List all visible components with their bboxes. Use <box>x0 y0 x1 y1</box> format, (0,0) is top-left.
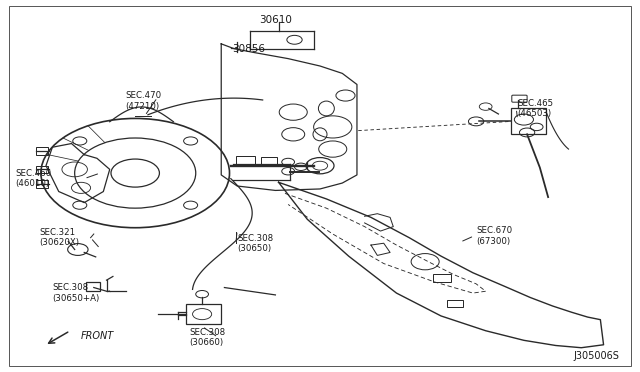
Bar <box>447 300 463 307</box>
Text: SEC.308
(30660): SEC.308 (30660) <box>189 328 225 347</box>
Text: SEC.670
(67300): SEC.670 (67300) <box>476 226 512 246</box>
Bar <box>36 180 48 188</box>
Bar <box>86 282 100 291</box>
Text: 30610: 30610 <box>259 15 292 25</box>
Text: J305006S: J305006S <box>573 351 620 361</box>
Text: SEC.321
(30620X): SEC.321 (30620X) <box>40 228 79 247</box>
Bar <box>36 147 48 155</box>
Text: SEC.460
(46010): SEC.460 (46010) <box>15 169 52 188</box>
Text: FRONT: FRONT <box>81 331 115 341</box>
Text: SEC.470
(47210): SEC.470 (47210) <box>125 92 162 111</box>
Bar <box>36 166 48 173</box>
Text: SEC.465
(46503): SEC.465 (46503) <box>518 99 554 118</box>
Bar <box>236 157 255 164</box>
Text: SEC.308
(30650+A): SEC.308 (30650+A) <box>52 283 100 303</box>
Bar <box>433 274 451 282</box>
Bar <box>186 304 221 324</box>
Text: SEC.308
(30650): SEC.308 (30650) <box>237 234 273 253</box>
Text: 30856: 30856 <box>232 44 265 54</box>
Bar <box>511 109 546 134</box>
Bar <box>261 157 277 164</box>
